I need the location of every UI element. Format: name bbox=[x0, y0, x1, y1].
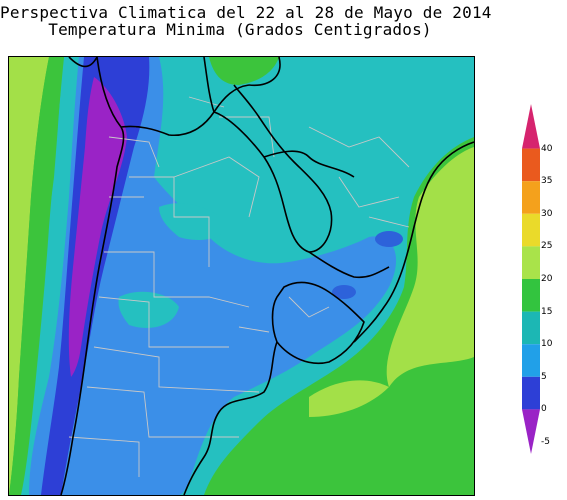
map-title: Perspectiva Climatica del 22 al 28 de Ma… bbox=[0, 3, 492, 39]
color-scale-tick-label: 20 bbox=[541, 274, 553, 284]
color-scale-bar bbox=[522, 104, 540, 454]
color-scale-tick-label: 35 bbox=[541, 176, 553, 187]
color-scale-tick-label: 40 bbox=[541, 143, 553, 154]
color-band bbox=[522, 409, 540, 454]
color-scale-tick-label: 0 bbox=[541, 404, 547, 415]
color-scale-tick-label: 25 bbox=[541, 241, 553, 252]
color-scale-tick-label: 30 bbox=[541, 208, 553, 219]
color-band bbox=[522, 279, 540, 312]
color-scale-legend: 40 35 30 25 20 15 10 5 0 -5 bbox=[522, 104, 562, 454]
color-band bbox=[522, 344, 540, 377]
color-scale-tick-label: 15 bbox=[541, 306, 553, 317]
title-line-1: Perspectiva Climatica del 22 al 28 de Ma… bbox=[0, 3, 492, 22]
map-canvas bbox=[9, 57, 474, 495]
field-purple-andes bbox=[68, 77, 127, 377]
color-band bbox=[522, 376, 540, 410]
field-deep-blue-andes bbox=[41, 57, 150, 495]
field-light-green-east bbox=[386, 147, 474, 387]
field-green-pacific bbox=[9, 57, 64, 495]
field-blue-pocket-2 bbox=[332, 285, 356, 299]
field-blue-pocket-1 bbox=[375, 231, 403, 247]
province-lines bbox=[68, 96, 410, 477]
field-light-green-pacific bbox=[9, 57, 49, 495]
title-line-2: Temperatura Minima (Grados Centigrados) bbox=[48, 20, 432, 39]
color-scale-tick-label: 5 bbox=[541, 371, 547, 382]
country-borders bbox=[60, 57, 474, 495]
field-light-green-southeast bbox=[309, 380, 389, 417]
field-teal-center bbox=[159, 203, 229, 240]
color-band bbox=[522, 246, 540, 279]
field-green-north bbox=[209, 57, 279, 85]
color-band bbox=[522, 181, 540, 214]
color-band bbox=[522, 311, 540, 345]
color-band bbox=[522, 213, 540, 247]
color-scale-tick-label: -5 bbox=[541, 437, 550, 447]
color-band bbox=[522, 104, 540, 149]
color-band bbox=[522, 148, 540, 182]
color-scale-tick-label: 10 bbox=[541, 339, 553, 350]
temperature-map bbox=[8, 56, 475, 496]
